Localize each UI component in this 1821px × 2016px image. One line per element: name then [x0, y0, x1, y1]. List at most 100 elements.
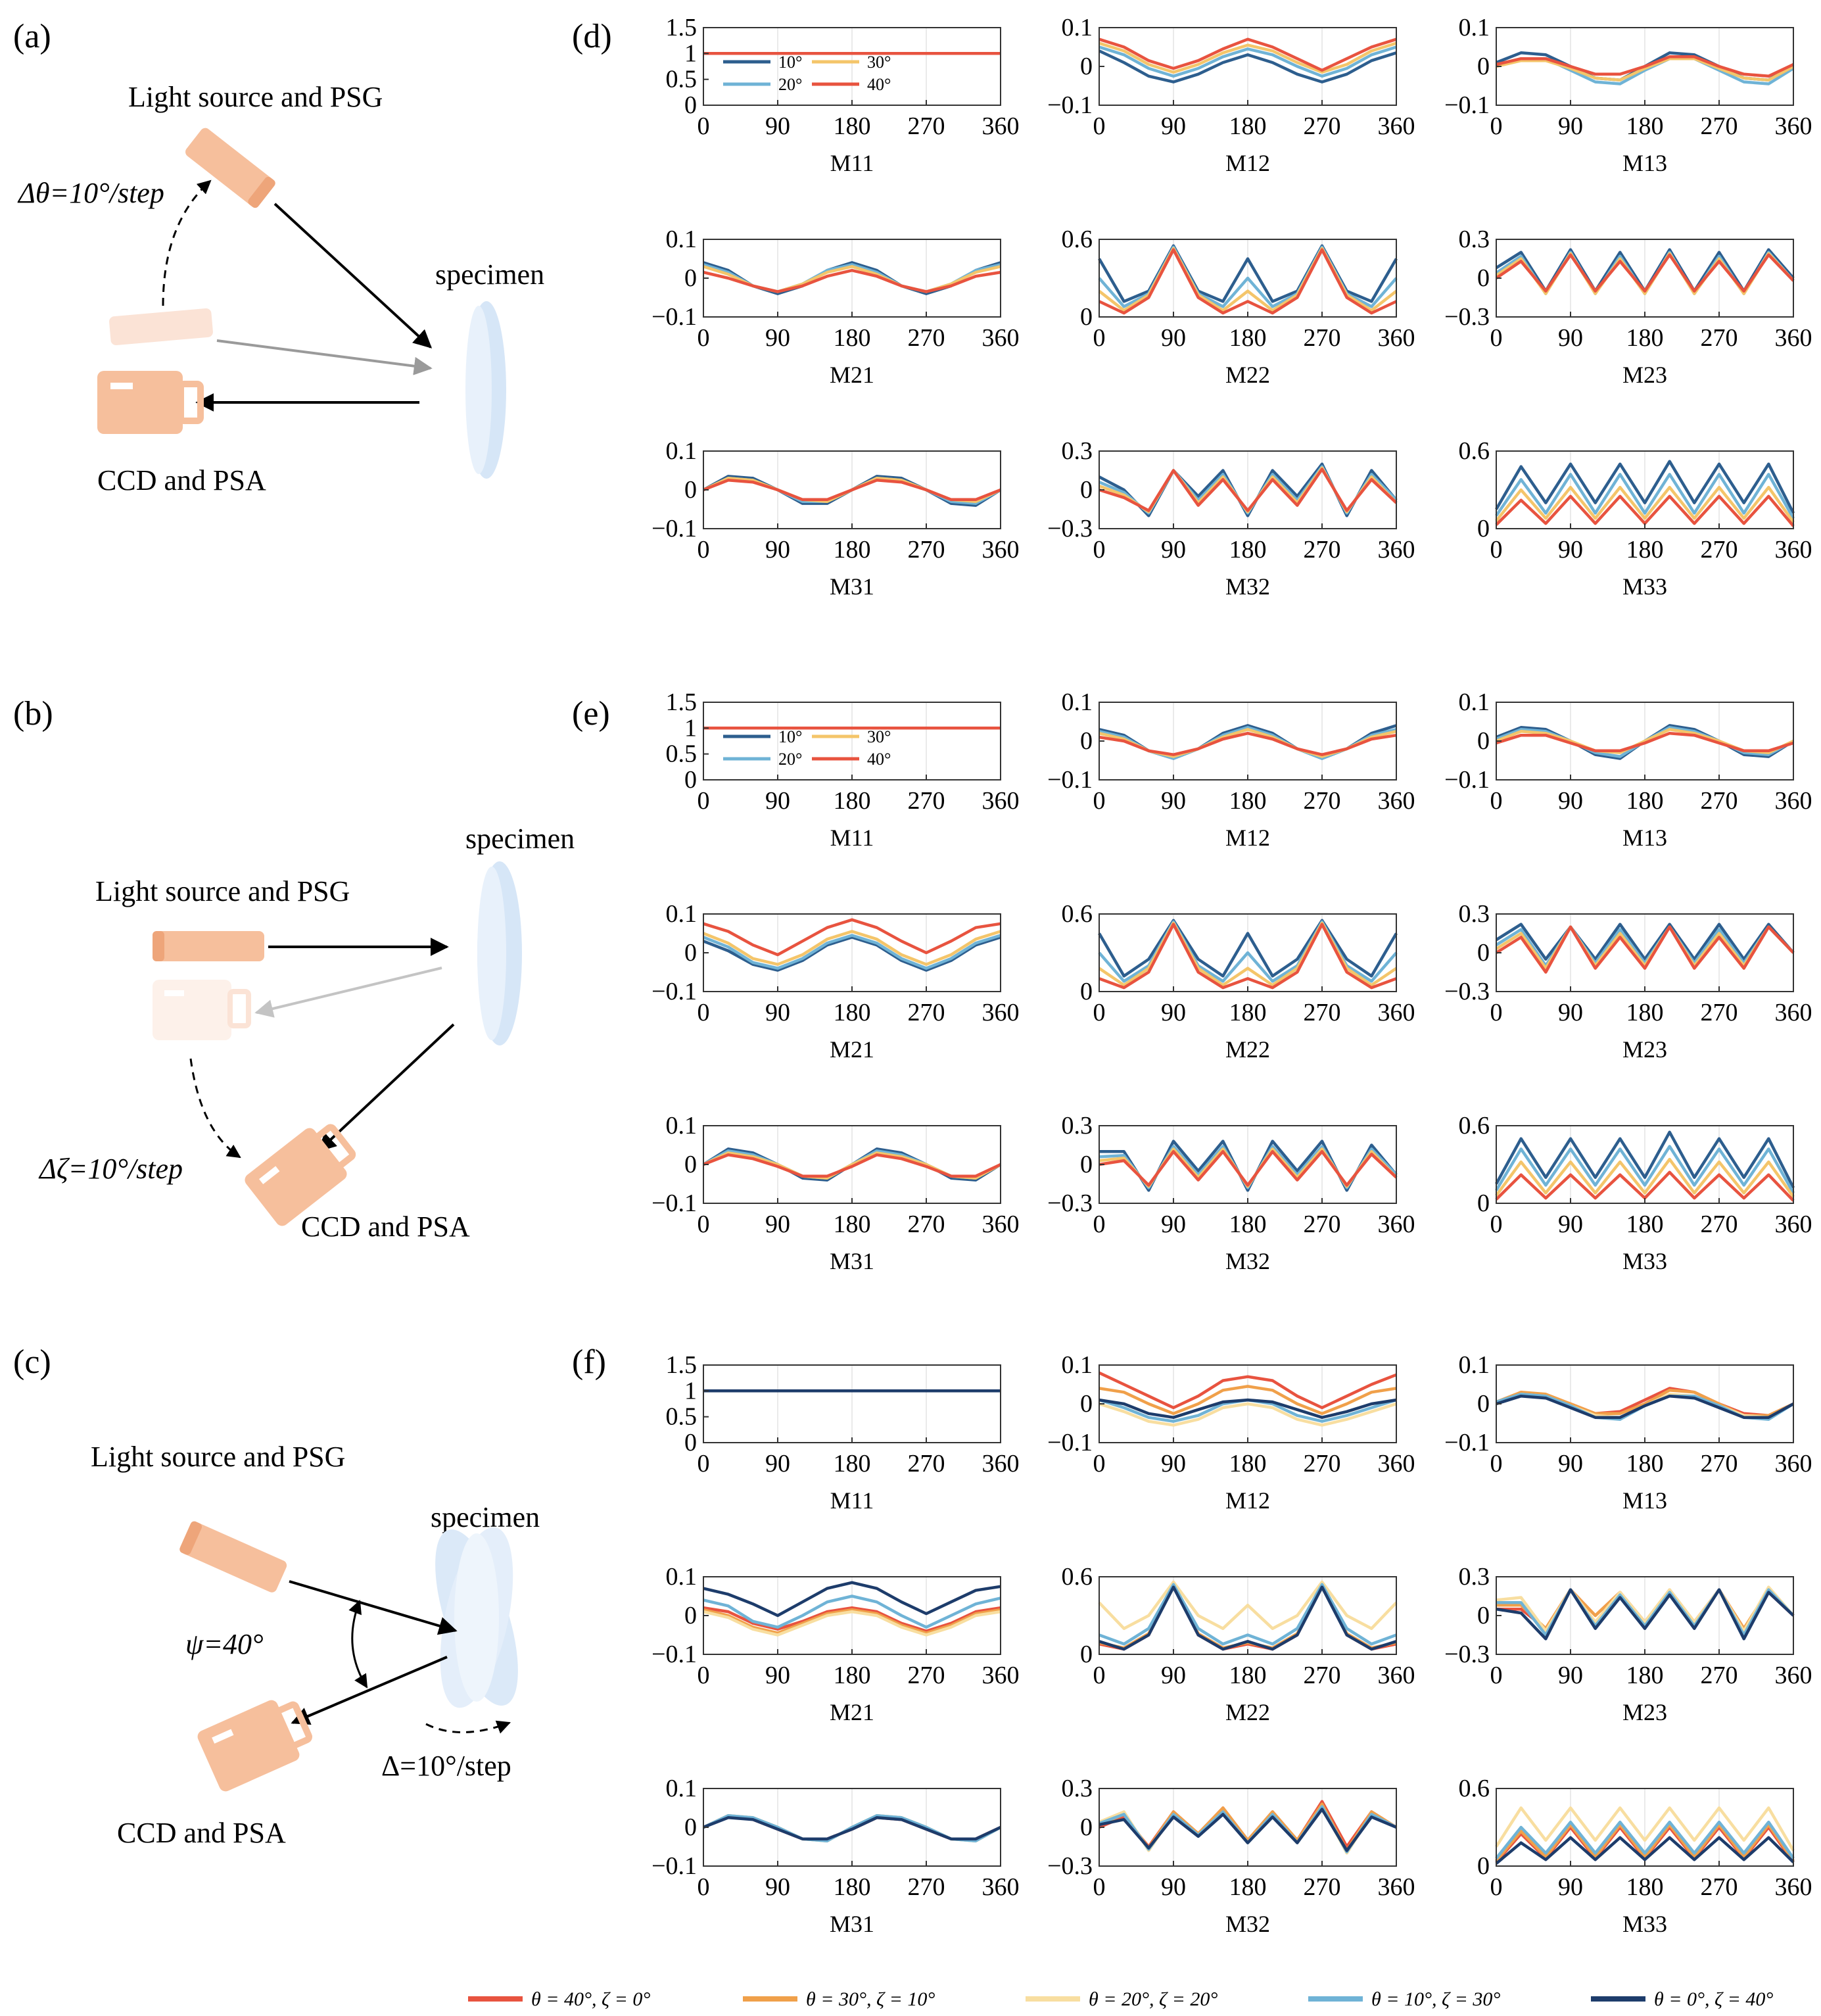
diagram-b-specimen-label: specimen	[465, 823, 575, 855]
chart-e-m21-x-tick-label: 180	[834, 999, 871, 1026]
chart-d-m12-series-1	[1099, 49, 1397, 84]
chart-e-m12-x-tick-label: 90	[1161, 787, 1186, 815]
chart-d-m11-y-tick-label: 1	[684, 39, 697, 67]
chart-f-m21-series-3	[703, 1610, 1001, 1637]
diagram-c-reflected-beam	[291, 1656, 448, 1725]
chart-f-m11-x-tick-label: 180	[834, 1450, 871, 1477]
diagram-a: Light source and PSG Δθ=10°/step specime…	[17, 81, 544, 496]
chart-f-m21-x-tick-label: 180	[834, 1662, 871, 1689]
chart-f-m21-series-4	[703, 1595, 1001, 1629]
chart-f-m23-y-tick-label: −0.3	[1444, 1641, 1490, 1668]
chart-f-m13-x-tick-label: 0	[1490, 1450, 1503, 1477]
chart-e-m31-y-tick-label: −0.1	[651, 1189, 697, 1217]
chart-f-m12-x-tick-label: 270	[1304, 1450, 1341, 1477]
chart-d-m13-caption: M13	[1622, 150, 1667, 176]
chart-d-m31-x-tick-label: 90	[765, 536, 790, 564]
chart-d-m32-y-tick-label: 0	[1080, 476, 1093, 504]
chart-e-m21-series-1	[703, 936, 1001, 972]
diagram-b-source-label: Light source and PSG	[95, 875, 350, 907]
chart-d-m11-x-tick-label: 0	[698, 112, 710, 140]
chart-e-m22-series-4	[1099, 923, 1397, 990]
chart-e-m23-x-tick-label: 90	[1558, 999, 1583, 1026]
diagram-c-angle-label: ψ=40°	[185, 1628, 264, 1660]
diagram-c-detector-label: CCD and PSA	[117, 1817, 286, 1849]
chart-e-m23-x-tick-label: 0	[1490, 999, 1503, 1026]
chart-f-m32-series-5	[1099, 1808, 1397, 1852]
chart-f-m33: 0 90 180 270 360 0 0.6 M33	[1459, 1775, 1812, 1937]
chart-e-m33-y-tick-label: 0.6	[1459, 1112, 1490, 1140]
panel-label-e: (e)	[572, 695, 610, 732]
chart-d-m33: 0 90 180 270 360 0 0.6 M33	[1459, 437, 1812, 600]
chart-e-m33-x-tick-label: 180	[1626, 1211, 1664, 1238]
chart-f-m13-y-tick-label: −0.1	[1444, 1429, 1490, 1456]
diagram-b-rotation-arrow	[189, 1058, 241, 1159]
chart-e-m13-x-tick-label: 360	[1775, 787, 1812, 815]
chart-f-m12-series-1	[1099, 1371, 1397, 1410]
chart-f-m22-caption: M22	[1225, 1699, 1270, 1725]
diagram-c-incident-beam	[289, 1580, 458, 1635]
chart-e-m31-x-tick-label: 0	[698, 1211, 710, 1238]
chart-d-m13-y-tick-label: −0.1	[1444, 91, 1490, 119]
diagram-c-specimen	[435, 1527, 518, 1708]
chart-d-m11-y-tick-label: 0	[684, 91, 697, 119]
diagram-c: Light source and PSG specimen ψ=40° Δ=10…	[91, 1441, 540, 1849]
chart-f-m12-series-3	[1099, 1402, 1397, 1427]
chart-f-m31-x-tick-label: 360	[982, 1873, 1020, 1901]
chart-f-m33-x-tick-label: 180	[1626, 1873, 1664, 1901]
chart-f-m22-x-tick-label: 270	[1304, 1662, 1341, 1689]
bottom-legend-label-5: θ = 0°, ζ = 40°	[1654, 1988, 1773, 2010]
chart-e-m21-x-tick-label: 0	[698, 999, 710, 1026]
chart-f-m11-y-tick-label: 1	[684, 1377, 697, 1404]
chart-f-m32-x-tick-label: 90	[1161, 1873, 1186, 1901]
chart-f-m23-series-5	[1496, 1588, 1795, 1641]
chart-d-m13-y-tick-label: 0	[1477, 53, 1490, 80]
chart-d-m11-inset-legend-label: 30°	[867, 53, 891, 72]
diagram-b-specimen	[477, 861, 522, 1045]
diagram-a-incident-beam	[273, 203, 433, 348]
chart-d-m22-y-tick-label: 0.6	[1062, 226, 1093, 253]
chart-e-m13-x-tick-label: 0	[1490, 787, 1503, 815]
chart-e-m23-x-tick-label: 270	[1701, 999, 1738, 1026]
panel-labels: (a) (b) (c) (d) (e) (f)	[13, 18, 612, 1381]
chart-e-m21-x-tick-label: 270	[908, 999, 945, 1026]
chart-e-m22: 0 90 180 270 360 0 0.6 M22	[1062, 900, 1415, 1063]
chart-d-m33-y-tick-label: 0.6	[1459, 437, 1490, 465]
chart-e-m12-caption: M12	[1225, 825, 1270, 851]
chart-d-m32-x-tick-label: 180	[1229, 536, 1267, 564]
panel-label-f: (f)	[572, 1343, 606, 1381]
chart-d-m21-y-tick-label: 0	[684, 264, 697, 292]
chart-f-m21-x-tick-label: 270	[908, 1662, 945, 1689]
chart-e-m11-y-tick-label: 1	[684, 714, 697, 742]
chart-e-m32-x-tick-label: 360	[1378, 1211, 1415, 1238]
chart-d-m31-x-tick-label: 360	[982, 536, 1020, 564]
chart-d-m11-inset-legend-label: 40°	[867, 75, 891, 94]
chart-e-m21-caption: M21	[830, 1036, 874, 1063]
chart-f-m21-series-5	[703, 1581, 1001, 1618]
chart-f-m13-x-tick-label: 90	[1558, 1450, 1583, 1477]
diagram-b-detector-label: CCD and PSA	[301, 1211, 470, 1243]
chart-d-m22-y-tick-label: 0	[1080, 303, 1093, 331]
chart-f-m33-x-tick-label: 360	[1775, 1873, 1812, 1901]
chart-d-m23-x-tick-label: 360	[1775, 324, 1812, 352]
chart-e-m33-x-tick-label: 90	[1558, 1211, 1583, 1238]
chart-e-m21-series-4	[703, 918, 1001, 957]
diagram-c-specimen-label: specimen	[431, 1501, 540, 1533]
chart-e-m13-series-4	[1496, 731, 1794, 753]
chart-d-m33-x-tick-label: 270	[1701, 536, 1738, 564]
chart-e-m12-x-tick-label: 180	[1229, 787, 1267, 815]
chart-f-m33-series-2	[1495, 1823, 1795, 1862]
chart-f-m23-x-tick-label: 270	[1701, 1662, 1738, 1689]
chart-e-m13-y-tick-label: 0.1	[1459, 688, 1490, 716]
panel-label-d: (d)	[572, 18, 612, 55]
chart-e-m31-y-tick-label: 0	[684, 1151, 697, 1178]
chart-f-m22-y-tick-label: 0.6	[1062, 1563, 1093, 1591]
chart-e-m33-series-2	[1495, 1145, 1795, 1194]
